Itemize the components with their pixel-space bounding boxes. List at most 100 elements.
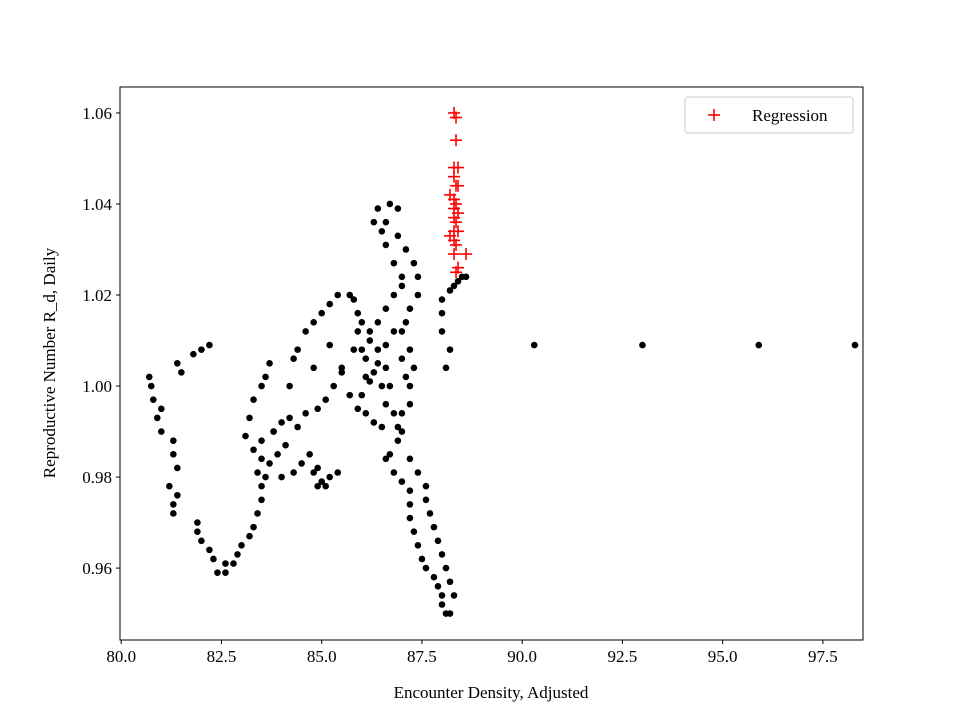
y-tick-label: 1.00 — [82, 377, 112, 396]
point — [314, 464, 321, 472]
point — [374, 205, 382, 212]
plus-marker — [450, 216, 463, 229]
point — [318, 478, 325, 485]
point — [170, 437, 177, 444]
point — [250, 396, 257, 403]
point — [338, 369, 346, 376]
point — [438, 592, 446, 599]
point — [306, 451, 313, 458]
point — [402, 246, 410, 253]
point — [362, 355, 370, 363]
point — [386, 451, 394, 458]
point — [390, 291, 398, 299]
point — [438, 309, 446, 317]
plus-marker — [448, 248, 461, 261]
point — [145, 373, 153, 381]
point — [430, 573, 438, 581]
point — [290, 355, 297, 363]
point — [851, 341, 859, 349]
point — [454, 278, 462, 285]
point — [326, 473, 334, 481]
point — [198, 537, 205, 545]
point — [358, 319, 366, 326]
point — [278, 419, 285, 426]
x-tick-label: 80.0 — [106, 647, 136, 666]
point — [178, 369, 185, 376]
point — [414, 273, 422, 281]
point — [214, 569, 221, 576]
point — [402, 319, 410, 326]
point — [382, 241, 390, 249]
point — [147, 382, 155, 390]
point — [310, 364, 317, 372]
point — [398, 273, 406, 281]
point — [354, 328, 362, 335]
point — [174, 359, 181, 367]
point — [398, 355, 406, 363]
point — [366, 328, 374, 335]
point — [422, 564, 430, 572]
point — [402, 373, 410, 381]
x-axis-label: Encounter Density, Adjusted — [394, 683, 589, 702]
x-tick-label: 82.5 — [207, 647, 237, 666]
plus-marker — [452, 225, 465, 238]
plot-frame — [119, 86, 864, 641]
point — [390, 410, 398, 417]
plus-marker — [450, 134, 463, 147]
legend-box — [684, 96, 854, 134]
point — [410, 364, 418, 372]
point — [382, 400, 390, 408]
y-tick-label: 1.06 — [82, 104, 112, 123]
point — [206, 341, 213, 349]
point — [190, 350, 197, 358]
point — [230, 560, 237, 567]
point — [398, 410, 406, 417]
point — [434, 582, 442, 590]
y-tick-label: 0.96 — [82, 559, 112, 578]
point — [314, 482, 321, 490]
point — [170, 451, 177, 458]
point — [755, 341, 763, 349]
point — [370, 218, 378, 226]
x-tick-label: 95.0 — [708, 647, 738, 666]
point — [390, 469, 398, 476]
point — [174, 464, 181, 472]
point — [270, 428, 277, 435]
point — [386, 382, 394, 390]
point — [322, 482, 329, 490]
point — [234, 551, 241, 558]
point — [174, 491, 181, 499]
point — [394, 205, 402, 212]
point — [310, 319, 317, 326]
point — [362, 410, 370, 417]
point — [222, 560, 229, 567]
point — [258, 382, 265, 390]
point — [318, 309, 325, 317]
point — [398, 282, 406, 290]
x-tick-label: 87.5 — [407, 647, 437, 666]
point — [438, 328, 446, 335]
point — [206, 546, 213, 554]
point — [378, 227, 386, 235]
point — [262, 473, 269, 481]
point — [334, 291, 342, 299]
point — [438, 551, 446, 558]
point — [386, 200, 394, 208]
point — [414, 469, 422, 476]
point — [310, 469, 317, 476]
point — [238, 542, 245, 549]
point — [294, 423, 301, 431]
point — [378, 382, 386, 390]
point — [370, 369, 378, 376]
point — [398, 328, 406, 335]
point — [382, 455, 390, 463]
point — [338, 364, 346, 372]
point — [390, 259, 398, 267]
point — [370, 419, 378, 426]
point — [258, 496, 265, 504]
point — [246, 532, 253, 540]
point — [258, 437, 265, 444]
point — [446, 578, 454, 586]
point — [334, 469, 342, 476]
plus-marker — [450, 238, 463, 251]
